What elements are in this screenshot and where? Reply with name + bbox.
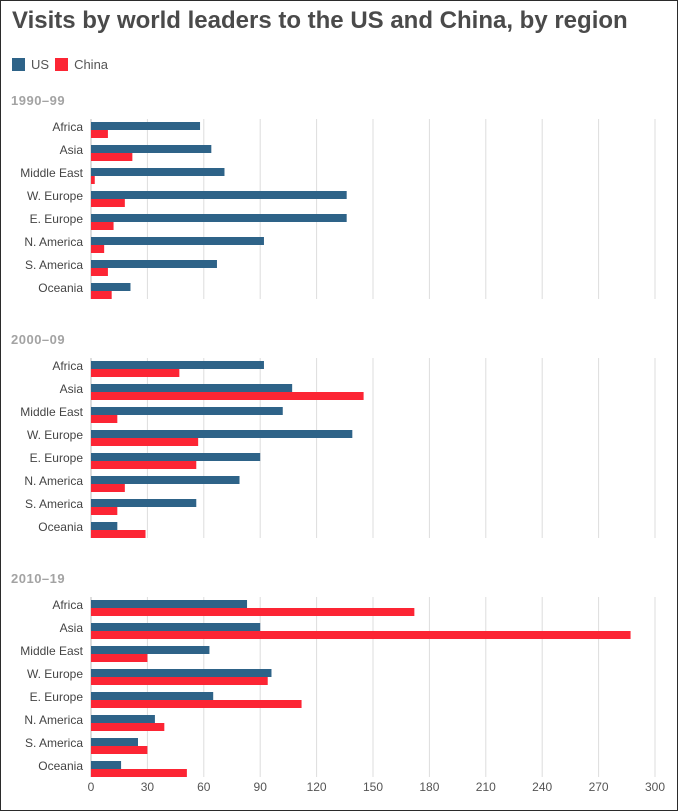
x-tick-label-30: 30	[141, 780, 155, 794]
x-tick-label-300: 300	[645, 780, 665, 794]
bar-us-3-asia	[91, 623, 261, 631]
legend-swatch-us	[12, 57, 25, 71]
x-tick-label-150: 150	[363, 780, 383, 794]
x-tick-label-90: 90	[254, 780, 268, 794]
bar-china-2-s-america	[91, 507, 118, 515]
bar-china-3-s-america	[91, 746, 148, 754]
legend-label-us: US	[31, 56, 50, 72]
bar-china-2-n-america	[91, 484, 125, 492]
category-label-3-oceania: Oceania	[38, 759, 83, 773]
bar-china-2-oceania	[91, 530, 146, 538]
bar-us-2-middle-east	[91, 407, 283, 415]
legend: US China	[12, 56, 114, 72]
bar-china-1-n-america	[91, 245, 105, 253]
legend-item-us: US	[12, 57, 49, 72]
bar-china-3-africa	[91, 608, 415, 616]
bar-china-3-middle-east	[91, 654, 148, 662]
bar-china-3-n-america	[91, 723, 165, 731]
category-label-2-n-america: N. America	[24, 474, 83, 488]
bar-us-2-s-america	[91, 499, 197, 507]
x-tick-label-180: 180	[419, 780, 439, 794]
bar-us-1-oceania	[91, 283, 131, 291]
bar-china-1-e-europe	[91, 222, 114, 230]
x-tick-label-60: 60	[197, 780, 211, 794]
x-tick-label-240: 240	[532, 780, 552, 794]
legend-label-china: China	[74, 56, 109, 72]
category-label-2-oceania: Oceania	[38, 520, 83, 534]
bar-us-3-middle-east	[91, 646, 210, 654]
bar-china-1-s-america	[91, 268, 108, 276]
bar-us-3-africa	[91, 600, 248, 608]
bar-china-2-africa	[91, 369, 180, 377]
bar-us-3-oceania	[91, 761, 122, 769]
bar-us-2-africa	[91, 361, 264, 369]
bar-china-3-asia	[91, 631, 631, 639]
x-tick-label-0: 0	[88, 780, 95, 794]
category-label-2-asia: Asia	[60, 382, 84, 396]
category-label-3-w-europe: W. Europe	[27, 667, 83, 681]
category-label-3-s-america: S. America	[25, 736, 83, 750]
bar-china-1-asia	[91, 153, 133, 161]
category-label-3-africa: Africa	[52, 598, 83, 612]
x-tick-label-120: 120	[307, 780, 327, 794]
category-label-3-e-europe: E. Europe	[30, 690, 84, 704]
x-tick-label-210: 210	[476, 780, 496, 794]
bar-china-3-w-europe	[91, 677, 268, 685]
bar-us-1-e-europe	[91, 214, 347, 222]
bar-us-1-asia	[91, 145, 212, 153]
bar-china-2-asia	[91, 392, 364, 400]
bar-us-1-w-europe	[91, 191, 347, 199]
bar-us-3-s-america	[91, 738, 138, 746]
bar-us-3-e-europe	[91, 692, 214, 700]
bar-us-1-s-america	[91, 260, 217, 268]
bar-us-2-w-europe	[91, 430, 353, 438]
bar-china-2-e-europe	[91, 461, 197, 469]
category-label-3-asia: Asia	[60, 621, 84, 635]
bar-china-3-oceania	[91, 769, 187, 777]
bar-us-2-n-america	[91, 476, 240, 484]
x-tick-label-270: 270	[589, 780, 609, 794]
bar-us-1-africa	[91, 122, 201, 130]
bar-china-3-e-europe	[91, 700, 302, 708]
bar-china-1-middle-east	[91, 176, 95, 184]
panel-title-2: 2000–09	[11, 332, 65, 347]
category-label-1-e-europe: E. Europe	[30, 212, 84, 226]
panel-title-3: 2010–19	[11, 571, 65, 586]
bar-us-1-n-america	[91, 237, 264, 245]
bar-us-1-middle-east	[91, 168, 225, 176]
category-label-1-n-america: N. America	[24, 235, 83, 249]
category-label-2-s-america: S. America	[25, 497, 83, 511]
bar-china-1-oceania	[91, 291, 112, 299]
category-label-1-asia: Asia	[60, 143, 84, 157]
category-label-3-n-america: N. America	[24, 713, 83, 727]
bar-us-2-asia	[91, 384, 293, 392]
legend-swatch-china	[55, 57, 69, 71]
bar-china-1-w-europe	[91, 199, 125, 207]
category-label-2-middle-east: Middle East	[20, 405, 83, 419]
category-label-1-w-europe: W. Europe	[27, 189, 83, 203]
category-label-3-middle-east: Middle East	[20, 644, 83, 658]
category-label-1-s-america: S. America	[25, 258, 83, 272]
category-label-1-oceania: Oceania	[38, 281, 83, 295]
category-label-2-africa: Africa	[52, 359, 83, 373]
category-label-2-w-europe: W. Europe	[27, 428, 83, 442]
panel-title-1: 1990–99	[11, 93, 65, 108]
category-label-1-africa: Africa	[52, 120, 83, 134]
legend-item-china: China	[55, 57, 108, 72]
bar-china-2-middle-east	[91, 415, 118, 423]
bar-us-3-w-europe	[91, 669, 272, 677]
category-label-2-e-europe: E. Europe	[30, 451, 84, 465]
bar-china-1-africa	[91, 130, 108, 138]
bar-china-2-w-europe	[91, 438, 199, 446]
chart-title: Visits by world leaders to the US and Ch…	[12, 7, 628, 34]
bar-us-2-e-europe	[91, 453, 261, 461]
bar-us-3-n-america	[91, 715, 155, 723]
category-label-1-middle-east: Middle East	[20, 166, 83, 180]
bar-us-2-oceania	[91, 522, 118, 530]
